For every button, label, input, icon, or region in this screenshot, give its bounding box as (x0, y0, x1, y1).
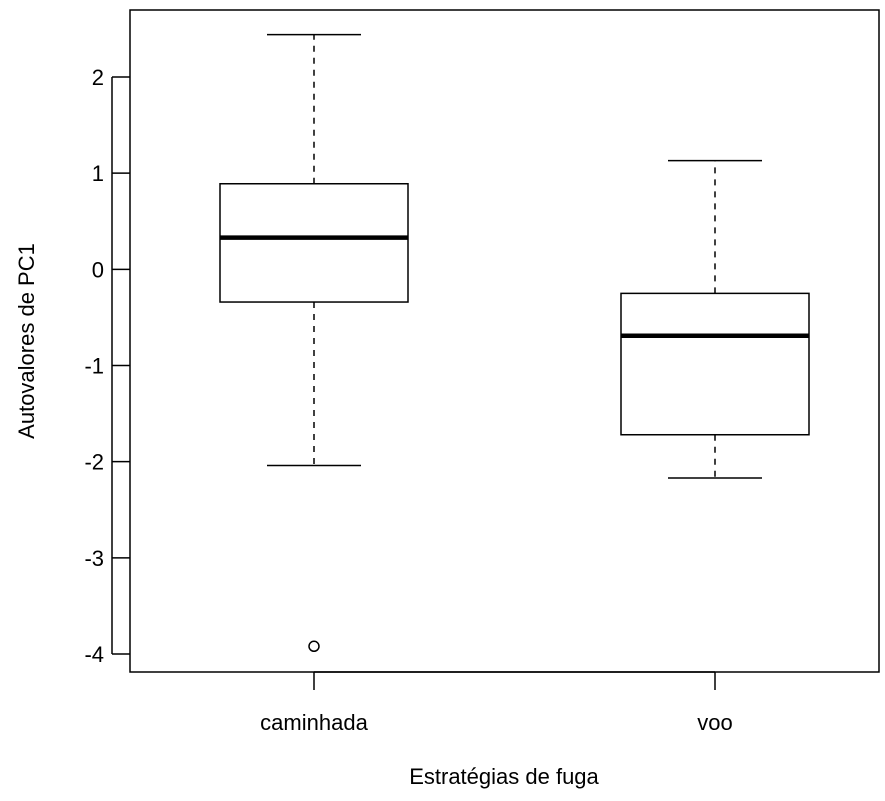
y-axis-label: Autovalores de PC1 (14, 243, 39, 439)
y-tick-label: 2 (92, 65, 104, 90)
marks-layer (219, 33, 810, 653)
outlier-point (308, 640, 320, 653)
x-axis: caminhada voo (260, 671, 733, 735)
y-tick-label: -3 (84, 546, 104, 571)
x-tick-label: caminhada (260, 710, 368, 735)
box-group-voo (620, 159, 810, 479)
y-tick-label: 1 (92, 161, 104, 186)
y-tick-label: 0 (92, 257, 104, 282)
x-axis-label: Estratégias de fuga (409, 764, 599, 789)
y-tick-label: -2 (84, 450, 104, 475)
box-group-caminhada (219, 33, 409, 653)
x-tick-label: voo (697, 710, 732, 735)
y-tick-label: -1 (84, 354, 104, 379)
y-tick-label: -4 (84, 642, 104, 667)
iqr-box (219, 182, 409, 303)
y-axis: -4 -3 -2 -1 0 1 2 (84, 65, 130, 667)
iqr-box (620, 292, 810, 436)
